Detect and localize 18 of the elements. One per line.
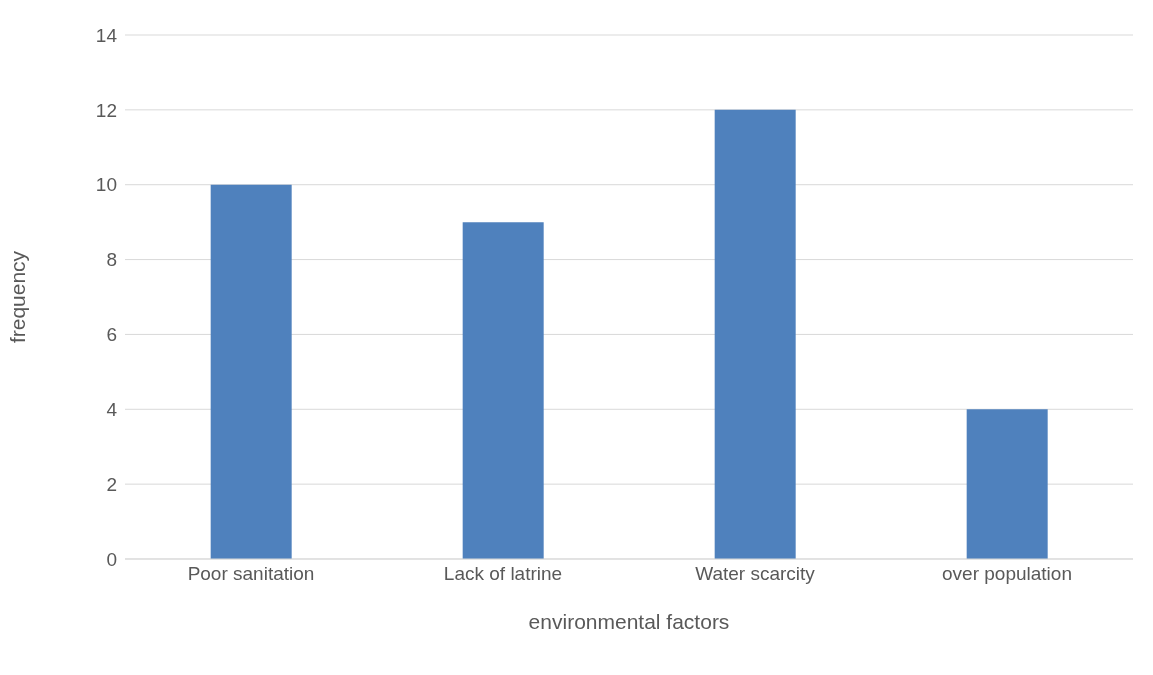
y-tick-label: 6 [106, 324, 117, 346]
bar [714, 109, 796, 559]
y-tick-label: 10 [95, 174, 117, 196]
x-tick-label: over population [942, 563, 1072, 585]
y-tick-label: 14 [95, 24, 118, 46]
y-tick-label: 8 [106, 249, 117, 271]
x-tick-label: Lack of latrine [443, 563, 563, 585]
x-axis-title: environmental factors [528, 610, 730, 633]
bar [462, 222, 544, 559]
bar [966, 409, 1048, 559]
y-tick-label: 2 [106, 473, 117, 495]
bar [210, 184, 292, 559]
y-tick-label: 4 [106, 399, 118, 421]
y-tick-label: 0 [106, 548, 117, 570]
y-tick-label: 12 [95, 99, 117, 121]
y-axis-title: frequency [6, 250, 30, 344]
x-tick-label: Poor sanitation [187, 563, 315, 585]
x-tick-label: Water scarcity [695, 563, 816, 585]
